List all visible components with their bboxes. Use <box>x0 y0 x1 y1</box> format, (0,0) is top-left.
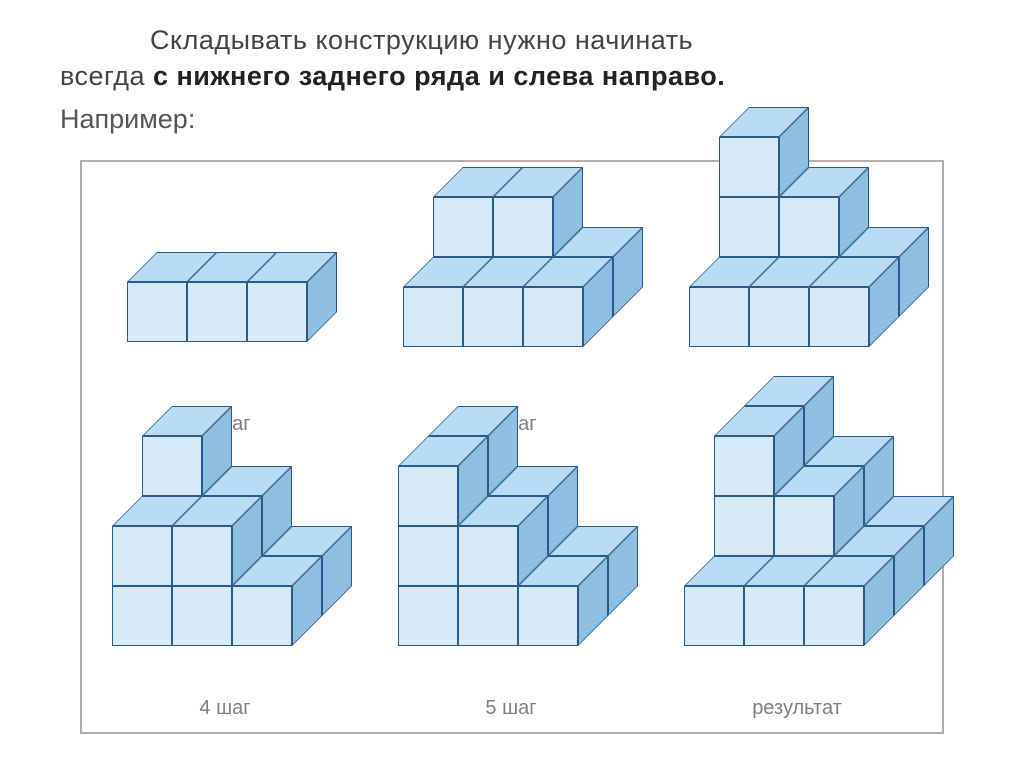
step-2-cell: 2 шаг <box>368 162 654 446</box>
cube <box>774 496 834 556</box>
step-result-scene <box>654 446 940 690</box>
heading-block: Складывать конструкцию нужно начинать вс… <box>60 22 964 95</box>
cube <box>142 436 202 496</box>
cube <box>744 586 804 646</box>
cube <box>433 197 493 257</box>
heading-line2-plain: всегда <box>60 61 153 91</box>
cube <box>458 586 518 646</box>
cube <box>463 287 523 347</box>
step-result-cell: результат <box>654 446 940 730</box>
cube <box>518 586 578 646</box>
cube <box>719 137 779 197</box>
example-label: Например: <box>60 104 195 135</box>
step-5-caption: 5 шаг <box>368 697 654 720</box>
cube <box>232 586 292 646</box>
heading-line1: Складывать конструкцию нужно начинать <box>150 25 693 55</box>
cube <box>172 586 232 646</box>
step-4-caption: 4 шаг <box>82 697 368 720</box>
step-5-cell: 5 шаг <box>368 446 654 730</box>
step-result-caption: результат <box>654 697 940 720</box>
cube <box>458 526 518 586</box>
step-1-scene <box>82 162 368 406</box>
cube <box>398 466 458 526</box>
step-4-cell: 4 шаг <box>82 446 368 730</box>
cube <box>719 197 779 257</box>
cube <box>247 282 307 342</box>
cube <box>493 197 553 257</box>
step-2-scene <box>368 162 654 406</box>
step-1-cell: 1 шаг <box>82 162 368 446</box>
diagram-panel: 1 шаг 2 шаг 3 шаг 4 шаг 5 шаг результат <box>80 160 944 734</box>
cube <box>172 526 232 586</box>
step-3-scene <box>654 162 940 406</box>
cube <box>398 526 458 586</box>
cube <box>112 526 172 586</box>
step-5-scene <box>368 446 654 690</box>
cube <box>403 287 463 347</box>
cube <box>398 586 458 646</box>
cube <box>689 287 749 347</box>
cube <box>523 287 583 347</box>
cube <box>112 586 172 646</box>
cube <box>684 586 744 646</box>
step-4-scene <box>82 446 368 690</box>
cube <box>749 287 809 347</box>
cube <box>187 282 247 342</box>
heading-line2-bold: с нижнего заднего ряда и слева направо. <box>153 61 725 91</box>
cube <box>779 197 839 257</box>
cube <box>809 287 869 347</box>
cube <box>127 282 187 342</box>
cube <box>714 436 774 496</box>
cube <box>714 496 774 556</box>
cube <box>804 586 864 646</box>
